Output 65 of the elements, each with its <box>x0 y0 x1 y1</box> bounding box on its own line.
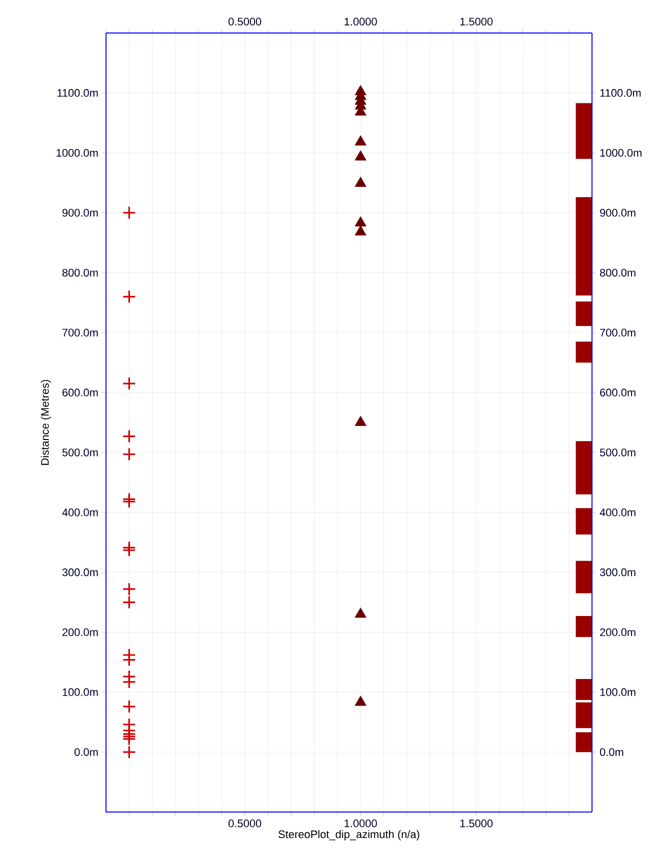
point <box>354 85 366 96</box>
bar <box>576 508 592 535</box>
point <box>122 670 136 684</box>
y2-tick-label: 500.0m <box>600 448 636 456</box>
y2-tick-label: 0.0m <box>600 748 624 756</box>
y-tick-label: 800.0m <box>62 268 98 277</box>
bar <box>576 441 592 494</box>
x2-tick-label: 0.5000 <box>228 820 262 828</box>
y2-tick-label: 800.0m <box>600 268 636 277</box>
bar <box>576 678 592 700</box>
point <box>354 225 366 236</box>
x-tick-label: 0.5000 <box>228 18 262 26</box>
point <box>122 447 136 462</box>
y-tick-label: 300.0m <box>62 568 98 576</box>
x2-tick-label: 1.0000 <box>344 820 377 828</box>
y2-tick-label: 1100.0m <box>600 89 641 97</box>
y2-tick-label: 300.0m <box>600 568 636 576</box>
x-tick-label: 1.0000 <box>344 18 377 26</box>
point <box>122 492 136 506</box>
bar <box>576 103 592 159</box>
y-tick-label: 0.0m <box>74 748 98 756</box>
point <box>122 745 136 759</box>
bar <box>576 616 592 638</box>
bar <box>576 702 592 728</box>
point <box>122 582 136 596</box>
y2-tick-label: 700.0m <box>600 328 636 336</box>
point <box>354 150 366 160</box>
y2-tick-label: 200.0m <box>600 628 636 636</box>
y2-tick-label: 100.0m <box>600 688 636 696</box>
bar <box>576 301 592 326</box>
y-tick-label: 900.0m <box>62 208 98 217</box>
y-axis-title: Distance (Metres) <box>40 380 51 465</box>
point <box>122 540 136 555</box>
point <box>122 206 136 220</box>
point <box>122 700 136 714</box>
y-tick-label: 700.0m <box>62 328 98 336</box>
y2-tick-label: 900.0m <box>600 208 636 217</box>
y-tick-label: 500.0m <box>62 448 98 456</box>
x-tick-label: 1.5000 <box>460 18 493 26</box>
y-tick-label: 1000.0m <box>56 148 98 157</box>
point <box>122 429 136 444</box>
point <box>354 135 366 146</box>
y2-tick-label: 400.0m <box>600 508 636 516</box>
point <box>122 376 136 390</box>
bar <box>576 732 592 752</box>
point <box>354 416 366 426</box>
y-tick-label: 400.0m <box>62 508 98 516</box>
y2-tick-label: 600.0m <box>600 388 636 396</box>
x2-tick-label: 1.5000 <box>460 820 493 828</box>
point <box>122 595 136 610</box>
y-tick-label: 600.0m <box>62 388 98 396</box>
point <box>354 176 366 187</box>
point <box>354 608 366 618</box>
x-axis-title: StereoPlot_dip_azimuth (n/a) <box>278 830 420 840</box>
y-tick-label: 1100.0m <box>57 89 98 97</box>
point <box>354 216 366 226</box>
y2-tick-label: 1000.0m <box>600 148 642 157</box>
bar <box>576 560 592 594</box>
bar <box>576 197 592 296</box>
y-tick-label: 200.0m <box>62 628 98 636</box>
y-tick-label: 100.0m <box>62 688 98 696</box>
point <box>122 718 136 732</box>
bar <box>576 342 592 363</box>
point <box>122 290 136 304</box>
point <box>122 648 136 662</box>
